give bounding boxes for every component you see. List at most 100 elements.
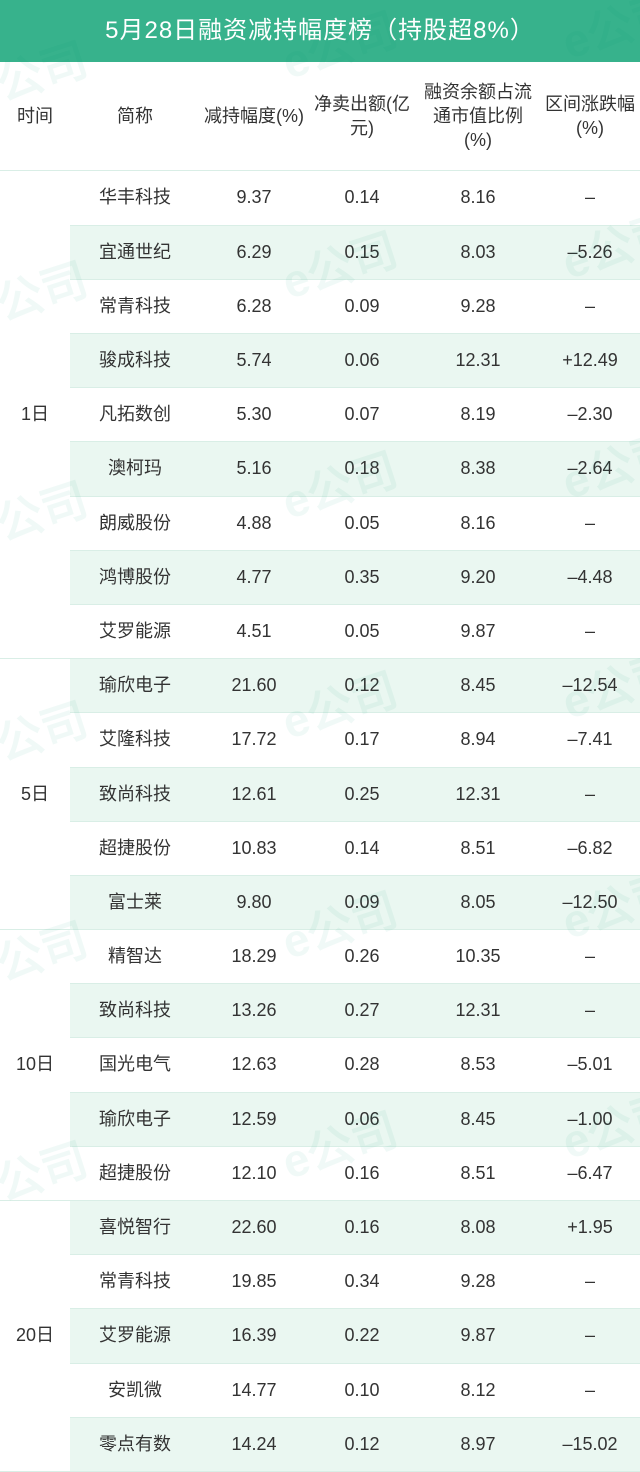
table-row: 致尚科技13.260.2712.31– <box>0 984 640 1038</box>
table-row: 致尚科技12.610.2512.31– <box>0 767 640 821</box>
cell-netsell: 0.28 <box>308 1038 416 1092</box>
cell-netsell: 0.06 <box>308 334 416 388</box>
cell-name: 鸿博股份 <box>70 550 200 604</box>
cell-ratio: 12.31 <box>416 767 540 821</box>
cell-ratio: 8.16 <box>416 496 540 550</box>
cell-ratio: 8.53 <box>416 1038 540 1092</box>
cell-name: 华丰科技 <box>70 171 200 225</box>
table-row: 安凯微14.770.108.12– <box>0 1363 640 1417</box>
cell-netsell: 0.09 <box>308 875 416 929</box>
cell-reduction: 5.16 <box>200 442 308 496</box>
cell-change: –2.30 <box>540 388 640 442</box>
table-body: 1日华丰科技9.370.148.16–宜通世纪6.290.158.03–5.26… <box>0 171 640 1472</box>
cell-reduction: 14.24 <box>200 1417 308 1471</box>
cell-ratio: 8.12 <box>416 1363 540 1417</box>
cell-ratio: 8.38 <box>416 442 540 496</box>
cell-change: –2.64 <box>540 442 640 496</box>
cell-name: 艾罗能源 <box>70 604 200 658</box>
cell-name: 艾罗能源 <box>70 1309 200 1363</box>
table-row: 骏成科技5.740.0612.31+12.49 <box>0 334 640 388</box>
cell-ratio: 8.97 <box>416 1417 540 1471</box>
cell-name: 朗威股份 <box>70 496 200 550</box>
cell-reduction: 9.37 <box>200 171 308 225</box>
cell-reduction: 18.29 <box>200 930 308 984</box>
cell-reduction: 12.59 <box>200 1092 308 1146</box>
table-row: 艾隆科技17.720.178.94–7.41 <box>0 713 640 767</box>
cell-name: 瑜欣电子 <box>70 1092 200 1146</box>
cell-reduction: 12.63 <box>200 1038 308 1092</box>
table-row: 富士莱9.800.098.05–12.50 <box>0 875 640 929</box>
cell-change: +12.49 <box>540 334 640 388</box>
cell-name: 超捷股份 <box>70 821 200 875</box>
cell-reduction: 4.77 <box>200 550 308 604</box>
table-row: 艾罗能源16.390.229.87– <box>0 1309 640 1363</box>
cell-netsell: 0.05 <box>308 496 416 550</box>
cell-name: 常青科技 <box>70 279 200 333</box>
cell-reduction: 12.61 <box>200 767 308 821</box>
cell-time: 1日 <box>0 171 70 659</box>
cell-netsell: 0.09 <box>308 279 416 333</box>
cell-change: – <box>540 496 640 550</box>
cell-reduction: 10.83 <box>200 821 308 875</box>
cell-change: – <box>540 1309 640 1363</box>
cell-ratio: 8.05 <box>416 875 540 929</box>
cell-time: 5日 <box>0 659 70 930</box>
cell-netsell: 0.27 <box>308 984 416 1038</box>
cell-name: 安凯微 <box>70 1363 200 1417</box>
cell-reduction: 22.60 <box>200 1201 308 1255</box>
col-reduction: 减持幅度(%) <box>200 62 308 171</box>
cell-change: –7.41 <box>540 713 640 767</box>
cell-time: 20日 <box>0 1201 70 1472</box>
cell-ratio: 12.31 <box>416 984 540 1038</box>
cell-change: –5.26 <box>540 225 640 279</box>
cell-change: –5.01 <box>540 1038 640 1092</box>
cell-change: – <box>540 279 640 333</box>
cell-ratio: 9.28 <box>416 279 540 333</box>
cell-reduction: 12.10 <box>200 1146 308 1200</box>
table-row: 国光电气12.630.288.53–5.01 <box>0 1038 640 1092</box>
cell-change: –6.82 <box>540 821 640 875</box>
cell-reduction: 19.85 <box>200 1255 308 1309</box>
cell-netsell: 0.22 <box>308 1309 416 1363</box>
table-row: 零点有数14.240.128.97–15.02 <box>0 1417 640 1471</box>
cell-name: 凡拓数创 <box>70 388 200 442</box>
table-row: 瑜欣电子12.590.068.45–1.00 <box>0 1092 640 1146</box>
table-row: 10日精智达18.290.2610.35– <box>0 930 640 984</box>
cell-name: 富士莱 <box>70 875 200 929</box>
cell-change: – <box>540 767 640 821</box>
cell-time: 10日 <box>0 930 70 1201</box>
cell-ratio: 12.31 <box>416 334 540 388</box>
cell-change: –1.00 <box>540 1092 640 1146</box>
table-row: 5日瑜欣电子21.600.128.45–12.54 <box>0 659 640 713</box>
col-netsell: 净卖出额(亿元) <box>308 62 416 171</box>
cell-change: +1.95 <box>540 1201 640 1255</box>
cell-reduction: 14.77 <box>200 1363 308 1417</box>
table-row: 20日喜悦智行22.600.168.08+1.95 <box>0 1201 640 1255</box>
table-row: 澳柯玛5.160.188.38–2.64 <box>0 442 640 496</box>
table-row: 艾罗能源4.510.059.87– <box>0 604 640 658</box>
cell-name: 超捷股份 <box>70 1146 200 1200</box>
cell-netsell: 0.35 <box>308 550 416 604</box>
table-row: 超捷股份12.100.168.51–6.47 <box>0 1146 640 1200</box>
cell-netsell: 0.25 <box>308 767 416 821</box>
cell-netsell: 0.10 <box>308 1363 416 1417</box>
cell-change: – <box>540 1255 640 1309</box>
cell-ratio: 8.45 <box>416 1092 540 1146</box>
table-container: e公司e公司e公司e公司e公司e公司e公司e公司e公司e公司e公司e公司e公司e… <box>0 0 640 1472</box>
cell-netsell: 0.05 <box>308 604 416 658</box>
cell-reduction: 5.30 <box>200 388 308 442</box>
cell-name: 艾隆科技 <box>70 713 200 767</box>
cell-reduction: 6.28 <box>200 279 308 333</box>
table-row: 凡拓数创5.300.078.19–2.30 <box>0 388 640 442</box>
cell-name: 宜通世纪 <box>70 225 200 279</box>
cell-name: 澳柯玛 <box>70 442 200 496</box>
cell-reduction: 9.80 <box>200 875 308 929</box>
col-time: 时间 <box>0 62 70 171</box>
cell-netsell: 0.18 <box>308 442 416 496</box>
cell-change: –12.50 <box>540 875 640 929</box>
table-row: 朗威股份4.880.058.16– <box>0 496 640 550</box>
cell-ratio: 8.16 <box>416 171 540 225</box>
cell-change: – <box>540 171 640 225</box>
cell-netsell: 0.26 <box>308 930 416 984</box>
cell-netsell: 0.15 <box>308 225 416 279</box>
